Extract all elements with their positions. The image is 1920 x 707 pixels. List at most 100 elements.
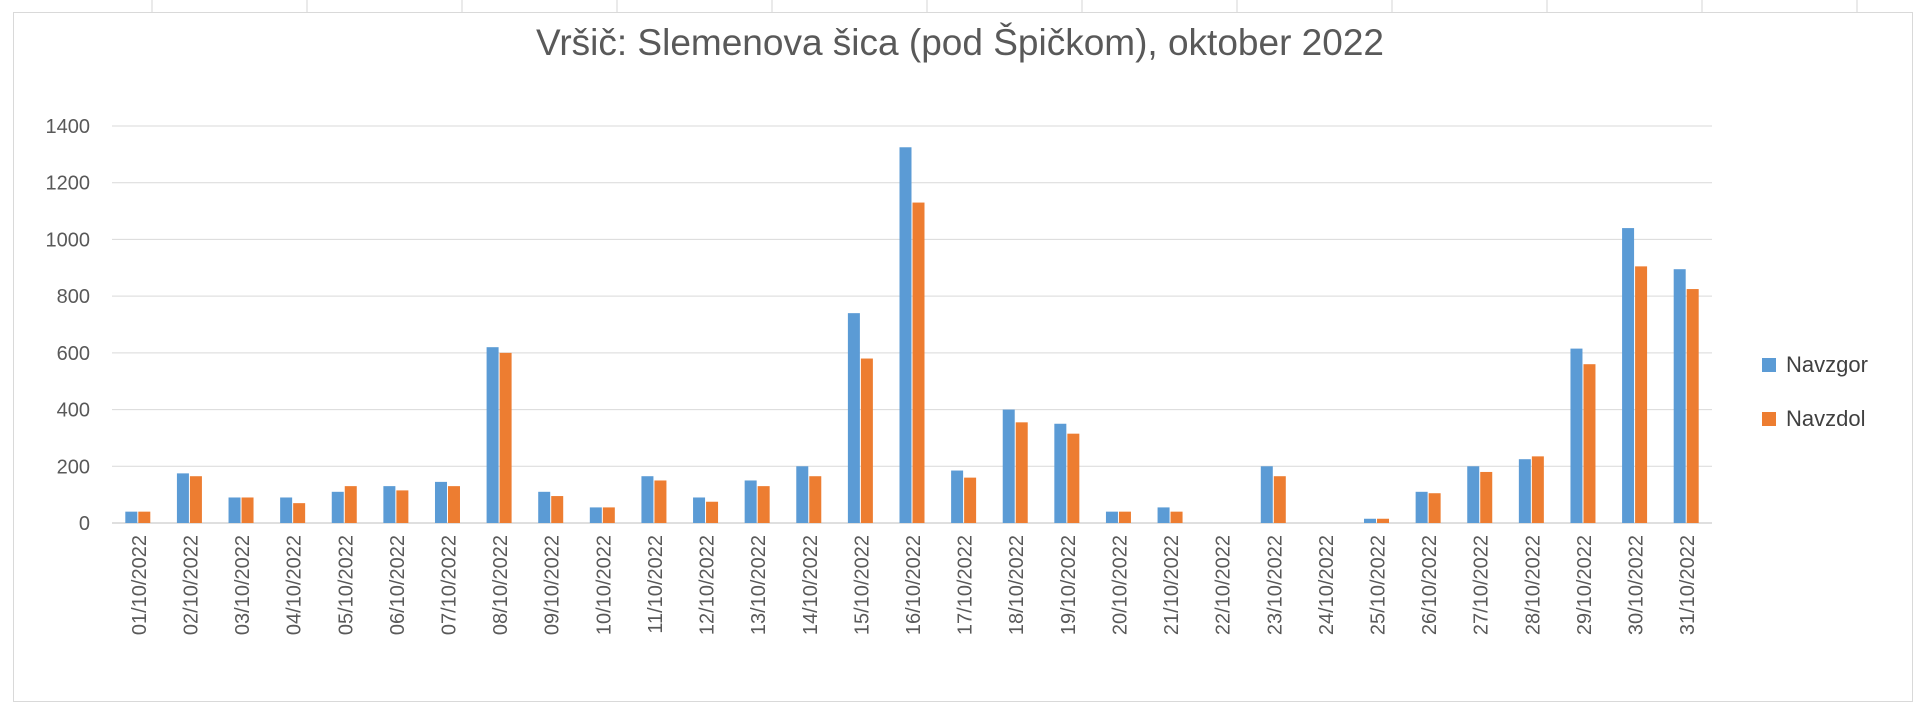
bar-navzdol bbox=[602, 507, 615, 523]
x-tick-label: 16/10/2022 bbox=[903, 535, 925, 635]
y-tick-label: 200 bbox=[57, 456, 90, 478]
x-tick-label: 10/10/2022 bbox=[593, 535, 615, 635]
bar-navzdol bbox=[1170, 511, 1183, 523]
bar-navzgor bbox=[1105, 511, 1118, 523]
x-tick-label: 23/10/2022 bbox=[1264, 535, 1286, 635]
x-tick-label: 25/10/2022 bbox=[1368, 535, 1390, 635]
bar-navzdol bbox=[757, 486, 770, 523]
bar-navzgor bbox=[589, 507, 602, 523]
bar-navzgor bbox=[899, 147, 912, 523]
y-tick-label: 1400 bbox=[46, 116, 91, 138]
x-tick-label: 26/10/2022 bbox=[1419, 535, 1441, 635]
bar-navzgor bbox=[331, 491, 344, 523]
bar-navzgor bbox=[951, 470, 964, 523]
bar-navzgor bbox=[693, 497, 706, 523]
bar-navzdol bbox=[1583, 364, 1596, 523]
bar-navzgor bbox=[1622, 228, 1635, 524]
bar-navzdol bbox=[344, 486, 357, 523]
bar-navzdol bbox=[1067, 433, 1080, 523]
x-tick-label: 07/10/2022 bbox=[438, 535, 460, 635]
bar-navzdol bbox=[447, 486, 460, 523]
x-tick-label: 31/10/2022 bbox=[1677, 535, 1699, 635]
legend-label-navzgor: Navzgor bbox=[1786, 352, 1868, 377]
x-tick-label: 06/10/2022 bbox=[387, 535, 409, 635]
bar-navzdol bbox=[1428, 493, 1441, 523]
bar-navzdol bbox=[241, 497, 254, 523]
legend-item-navzdol: Navzdol bbox=[1762, 406, 1912, 432]
y-tick-label: 800 bbox=[57, 286, 90, 308]
x-tick-label: 08/10/2022 bbox=[490, 535, 512, 635]
chart-area[interactable] bbox=[13, 12, 1913, 702]
bar-navzdol bbox=[293, 503, 306, 523]
x-tick-label: 27/10/2022 bbox=[1471, 535, 1493, 635]
bar-navzdol bbox=[189, 476, 202, 523]
bar-navzgor bbox=[1518, 459, 1531, 523]
bar-navzgor bbox=[176, 473, 189, 523]
bar-navzdol bbox=[912, 202, 925, 524]
bar-navzgor bbox=[1157, 507, 1170, 523]
bar-navzdol bbox=[1118, 511, 1131, 523]
x-tick-label: 03/10/2022 bbox=[232, 535, 254, 635]
y-tick-label: 1200 bbox=[46, 173, 91, 195]
bar-navzgor bbox=[1415, 491, 1428, 523]
bar-navzdol bbox=[396, 490, 409, 523]
legend-swatch-navzdol bbox=[1762, 412, 1776, 426]
y-tick-label: 600 bbox=[57, 343, 90, 365]
x-tick-label: 09/10/2022 bbox=[542, 535, 564, 635]
x-tick-label: 12/10/2022 bbox=[697, 535, 719, 635]
bar-navzdol bbox=[809, 476, 822, 523]
bar-navzdol bbox=[964, 477, 977, 523]
bar-navzdol bbox=[1015, 422, 1028, 523]
bar-navzgor bbox=[538, 491, 551, 523]
y-tick-label: 400 bbox=[57, 400, 90, 422]
x-tick-label: 05/10/2022 bbox=[335, 535, 357, 635]
bar-navzgor bbox=[847, 313, 860, 523]
bar-navzdol bbox=[499, 352, 512, 523]
x-tick-label: 11/10/2022 bbox=[645, 535, 667, 634]
bar-navzgor bbox=[1467, 466, 1480, 523]
legend-label-navzdol: Navzdol bbox=[1786, 406, 1866, 431]
bar-navzdol bbox=[654, 480, 667, 523]
x-tick-label: 20/10/2022 bbox=[1109, 535, 1131, 635]
bar-navzgor bbox=[280, 497, 293, 523]
x-tick-label: 15/10/2022 bbox=[851, 535, 873, 635]
bar-navzdol bbox=[1531, 456, 1544, 523]
x-tick-label: 04/10/2022 bbox=[284, 535, 306, 635]
y-tick-label: 0 bbox=[79, 513, 90, 535]
bar-navzdol bbox=[1273, 476, 1286, 523]
bar-navzgor bbox=[1260, 466, 1273, 523]
chart-title: Vršič: Slemenova šica (pod Špičkom), okt… bbox=[536, 22, 1384, 63]
bar-navzdol bbox=[1686, 289, 1699, 523]
x-tick-label: 17/10/2022 bbox=[955, 535, 977, 635]
bar-navzgor bbox=[1364, 518, 1377, 523]
bar-navzdol bbox=[138, 511, 151, 523]
x-tick-label: 02/10/2022 bbox=[180, 535, 202, 635]
x-tick-label: 30/10/2022 bbox=[1626, 535, 1648, 635]
bar-navzgor bbox=[1570, 348, 1583, 523]
x-tick-label: 18/10/2022 bbox=[1006, 535, 1028, 635]
bar-navzgor bbox=[228, 497, 241, 523]
bar-navzgor bbox=[1673, 269, 1686, 523]
bar-navzdol bbox=[860, 358, 873, 523]
bar-navzgor bbox=[796, 466, 809, 523]
legend-item-navzgor: Navzgor bbox=[1762, 352, 1912, 378]
bar-navzgor bbox=[744, 480, 757, 523]
x-tick-label: 01/10/2022 bbox=[129, 535, 151, 635]
x-tick-label: 24/10/2022 bbox=[1316, 535, 1338, 635]
bar-navzgor bbox=[125, 511, 138, 523]
bar-navzdol bbox=[706, 501, 719, 523]
x-tick-label: 21/10/2022 bbox=[1161, 535, 1183, 635]
bar-navzgor bbox=[641, 476, 654, 523]
bar-navzgor bbox=[434, 481, 447, 523]
x-tick-label: 14/10/2022 bbox=[800, 535, 822, 635]
bar-navzdol bbox=[1377, 518, 1390, 523]
x-tick-label: 29/10/2022 bbox=[1574, 535, 1596, 635]
bar-navzdol bbox=[551, 496, 564, 523]
x-tick-label: 22/10/2022 bbox=[1213, 535, 1235, 635]
x-tick-label: 19/10/2022 bbox=[1058, 535, 1080, 635]
bar-navzgor bbox=[1054, 423, 1067, 523]
x-tick-label: 28/10/2022 bbox=[1522, 535, 1544, 635]
bar-navzgor bbox=[383, 486, 396, 523]
